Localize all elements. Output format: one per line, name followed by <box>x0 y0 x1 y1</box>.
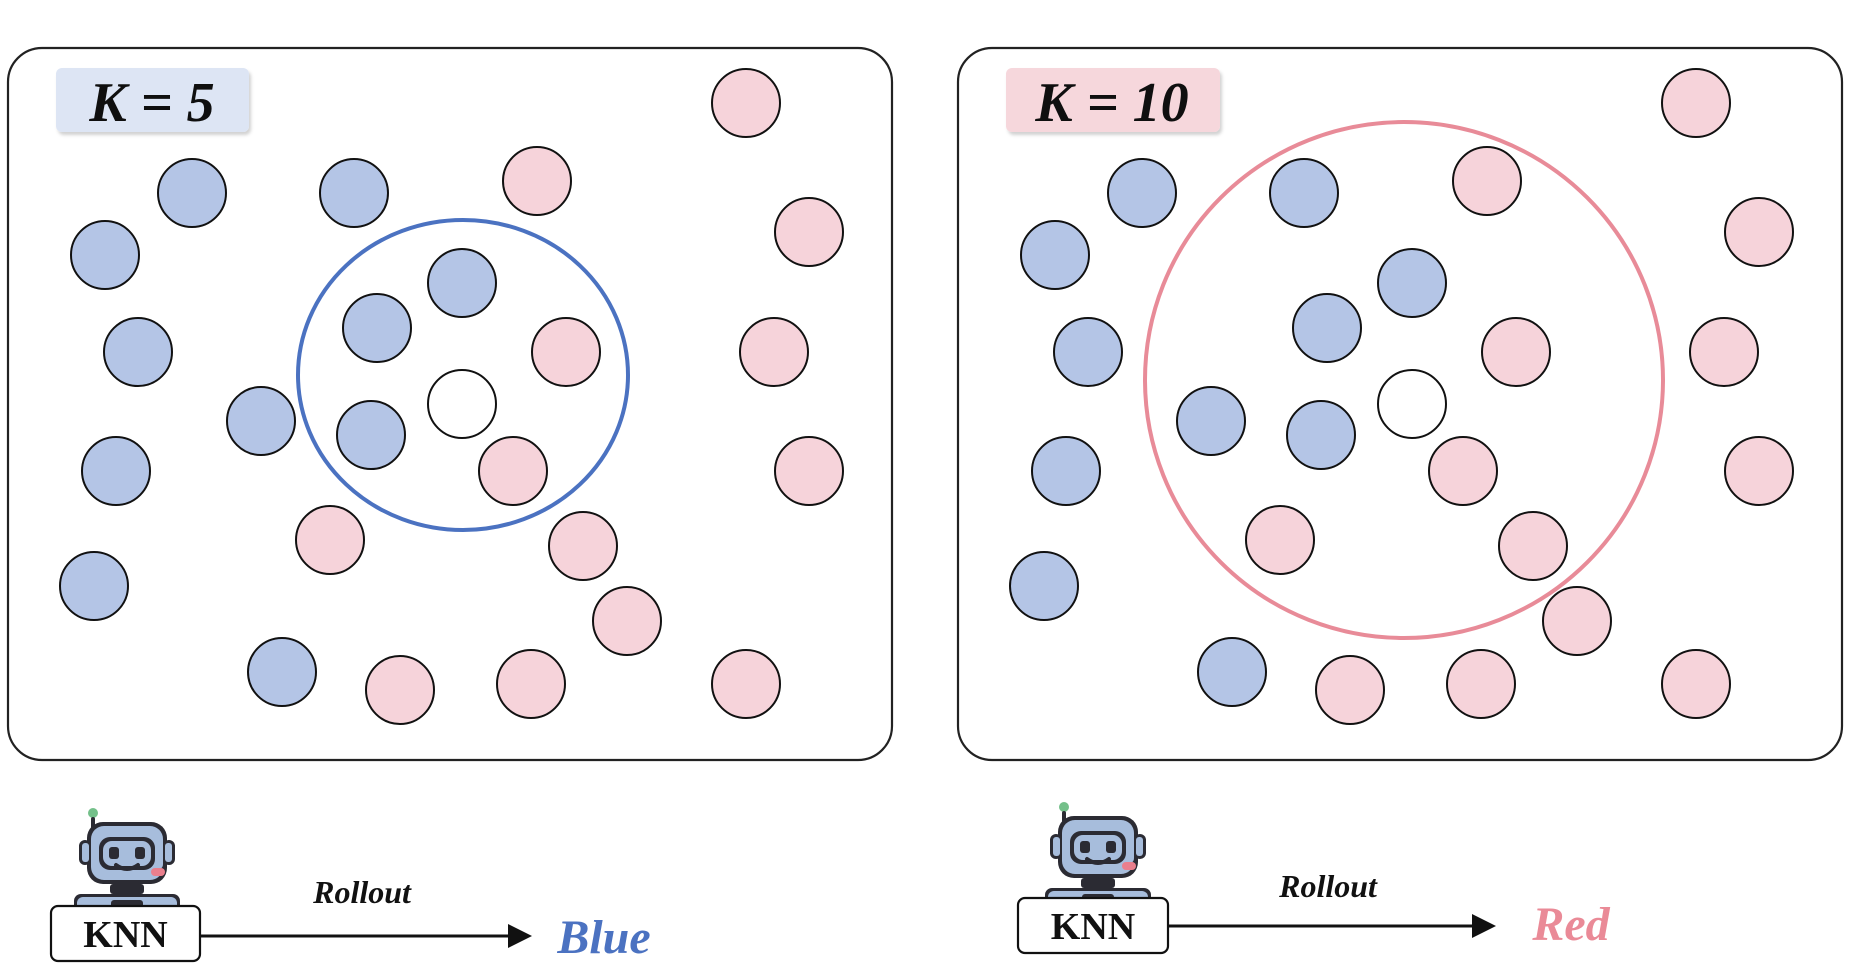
red-point <box>548 511 618 581</box>
red-point <box>1661 649 1731 719</box>
blue-point <box>103 317 173 387</box>
red-point <box>711 68 781 138</box>
rollout-label: Rollout <box>312 874 412 910</box>
red-point <box>774 197 844 267</box>
blue-point <box>1031 436 1101 506</box>
blue-point <box>70 220 140 290</box>
robot-icon <box>74 808 180 912</box>
red-point <box>1446 649 1516 719</box>
k-label-badge <box>1006 68 1220 132</box>
blue-point <box>81 436 151 506</box>
panel-k5-points <box>59 68 844 725</box>
red-point <box>1315 655 1385 725</box>
k10-neighborhood-ring <box>1143 120 1665 640</box>
blue-point <box>59 551 129 621</box>
red-point <box>478 436 548 506</box>
blue-point <box>319 158 389 228</box>
blue-point <box>336 400 406 470</box>
red-point <box>1428 436 1498 506</box>
red-point <box>295 505 365 575</box>
red-point <box>365 655 435 725</box>
blue-point <box>1377 248 1447 318</box>
red-point <box>1661 68 1731 138</box>
red-point <box>739 317 809 387</box>
blue-point <box>1009 551 1079 621</box>
bottom-right-output: KNN Rollout Red <box>1016 802 1611 955</box>
panel-k5: K = 5 <box>6 46 894 762</box>
red-point <box>502 146 572 216</box>
blue-point <box>1197 637 1267 707</box>
k5-neighborhood-ring <box>296 218 630 532</box>
blue-point <box>157 158 227 228</box>
panel-k10-label <box>1006 68 1220 132</box>
rollout-result: Blue <box>556 911 650 964</box>
blue-point <box>342 293 412 363</box>
blue-point <box>226 386 296 456</box>
blue-point <box>1107 158 1177 228</box>
k-label-badge <box>56 68 249 132</box>
bottom-left-output: KNN Rollout Blue <box>49 808 651 964</box>
red-point <box>592 586 662 656</box>
red-point <box>1689 317 1759 387</box>
knn-box <box>49 904 202 963</box>
query-point <box>427 369 497 439</box>
blue-point <box>1292 293 1362 363</box>
panel-k5-label <box>56 68 249 132</box>
red-point <box>711 649 781 719</box>
blue-point <box>247 637 317 707</box>
red-point <box>531 317 601 387</box>
blue-point <box>1286 400 1356 470</box>
red-point <box>1481 317 1551 387</box>
query-point <box>1377 369 1447 439</box>
red-point <box>496 649 566 719</box>
blue-point <box>1269 158 1339 228</box>
rollout-label: Rollout <box>1278 868 1378 904</box>
rollout-result: Red <box>1531 898 1610 951</box>
robot-icon <box>1045 802 1151 906</box>
red-point <box>1542 586 1612 656</box>
k-label: K = 10 <box>1034 72 1188 134</box>
k-label: K = 5 <box>88 72 214 134</box>
blue-point <box>1176 386 1246 456</box>
red-point <box>1498 511 1568 581</box>
blue-point <box>1020 220 1090 290</box>
red-point <box>1245 505 1315 575</box>
knn-label: KNN <box>1051 906 1135 948</box>
red-point <box>1724 197 1794 267</box>
panel-k10-points <box>1009 68 1794 725</box>
knn-label: KNN <box>83 914 167 956</box>
blue-point <box>1053 317 1123 387</box>
red-point <box>774 436 844 506</box>
panel-k10: K = 10 <box>956 46 1844 762</box>
blue-point <box>427 248 497 318</box>
red-point <box>1452 146 1522 216</box>
red-point <box>1724 436 1794 506</box>
